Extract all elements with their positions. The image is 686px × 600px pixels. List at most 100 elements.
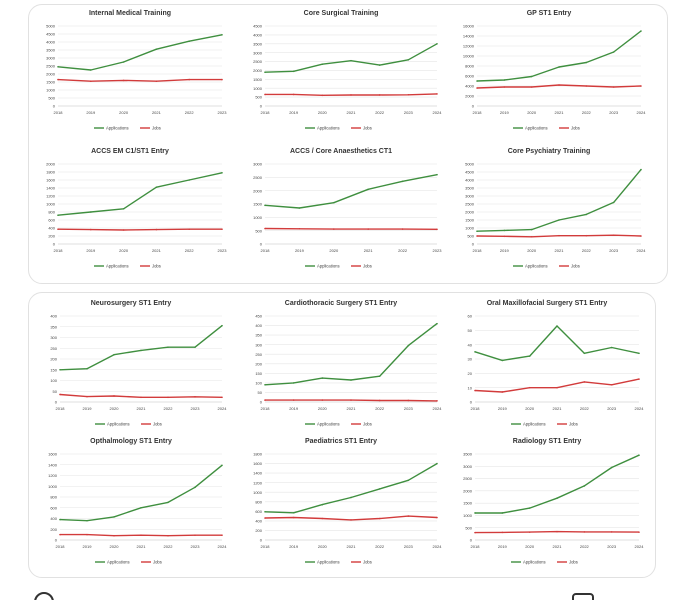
data-point-jobs: [583, 381, 586, 383]
x-tick-label: 2020: [527, 248, 537, 253]
data-point-jobs: [501, 391, 504, 393]
data-point-jobs: [612, 86, 615, 88]
data-point-jobs: [321, 94, 324, 97]
data-point-jobs: [503, 86, 506, 88]
chart-oral-maxillofacial: Oral Maxillofacial Surgery ST1 Entry 0 10 2…: [468, 300, 645, 427]
x-tick-label: 2018: [261, 110, 271, 115]
data-point-jobs: [167, 534, 169, 537]
y-tick-label: 2000: [465, 210, 475, 215]
data-point-jobs: [476, 87, 478, 89]
y-tick-label: 2000: [253, 188, 263, 193]
legend-label-applications: Applications: [107, 422, 130, 427]
data-point-jobs: [556, 530, 558, 533]
data-point-jobs: [188, 228, 190, 230]
x-tick-label: 2018: [56, 544, 66, 549]
y-tick-label: 350: [255, 333, 262, 338]
x-tick-label: 2019: [289, 406, 299, 411]
data-point-applications: [333, 201, 335, 204]
x-tick-label: 2021: [553, 544, 563, 549]
y-tick-label: 50: [53, 389, 58, 394]
y-tick-label: 20: [468, 371, 473, 376]
series-line-jobs: [57, 78, 222, 82]
data-point-jobs: [59, 393, 61, 396]
data-point-jobs: [407, 94, 410, 96]
y-tick-label: 600: [50, 505, 57, 510]
y-tick-label: 1000: [465, 226, 475, 231]
y-tick-label: 1000: [253, 490, 263, 495]
chart-title: Paediatrics ST1 Entry: [305, 438, 377, 445]
data-point-applications: [264, 384, 266, 386]
data-point-applications: [59, 518, 61, 521]
data-point-jobs: [264, 227, 266, 230]
data-point-applications: [194, 486, 196, 489]
x-tick-label: 2020: [318, 110, 328, 115]
y-tick-label: 4000: [465, 178, 475, 183]
y-tick-label: 1500: [46, 80, 56, 85]
data-point-jobs: [640, 85, 642, 87]
y-tick-label: 200: [255, 528, 262, 533]
data-point-applications: [221, 464, 223, 467]
legend-label-jobs: Jobs: [569, 422, 578, 427]
data-point-jobs: [476, 235, 478, 237]
legend-label-jobs: Jobs: [363, 422, 372, 427]
x-tick-label: 2018: [473, 248, 483, 253]
y-tick-label: 12000: [463, 44, 475, 49]
x-tick-label: 2019: [86, 248, 96, 253]
data-point-applications: [292, 382, 295, 384]
data-point-jobs: [474, 531, 476, 534]
data-point-jobs: [113, 395, 115, 397]
legend-label-applications: Applications: [317, 422, 340, 427]
legend-label-jobs: Jobs: [363, 560, 372, 565]
y-tick-label: 1500: [463, 501, 473, 506]
x-tick-label: 2024: [433, 406, 443, 411]
chart-title: Opthalmology ST1 Entry: [90, 438, 172, 445]
data-point-applications: [350, 379, 352, 381]
chart-title: Cardiothoracic Surgery ST1 Entry: [285, 300, 398, 307]
data-point-applications: [612, 201, 615, 204]
data-point-jobs: [221, 228, 223, 230]
data-point-applications: [474, 512, 476, 514]
chart-title: ACCS / Core Anaesthetics CT1: [290, 148, 392, 155]
data-point-applications: [503, 229, 506, 232]
y-tick-label: 0: [55, 538, 58, 543]
chart-title: GP ST1 Entry: [527, 10, 572, 17]
data-point-applications: [610, 466, 613, 469]
data-point-jobs: [530, 236, 533, 238]
y-tick-label: 0: [472, 242, 475, 247]
y-tick-label: 1400: [48, 462, 58, 467]
legend-label-applications: Applications: [317, 126, 340, 131]
x-tick-label: 2019: [498, 406, 508, 411]
legend-label-jobs: Jobs: [153, 422, 162, 427]
x-tick-label: 2020: [110, 544, 120, 549]
series-line-jobs: [474, 378, 640, 393]
series-line-applications: [57, 34, 223, 71]
data-point-applications: [292, 70, 295, 73]
y-tick-label: 4500: [253, 24, 263, 29]
data-point-jobs: [350, 399, 352, 401]
y-tick-label: 3500: [253, 41, 263, 46]
data-point-jobs: [57, 78, 59, 81]
data-point-applications: [476, 230, 478, 232]
x-tick-label: 2018: [261, 248, 271, 253]
series-line-applications: [474, 325, 640, 362]
series-line-applications: [59, 464, 223, 522]
y-tick-label: 3000: [463, 464, 473, 469]
series-line-applications: [57, 172, 223, 216]
data-point-jobs: [194, 534, 196, 536]
x-tick-label: 2022: [375, 110, 385, 115]
data-point-jobs: [90, 80, 92, 82]
y-tick-label: 0: [53, 242, 56, 247]
y-tick-label: 500: [255, 228, 262, 233]
y-tick-label: 0: [472, 104, 475, 109]
data-point-applications: [585, 213, 588, 216]
data-point-applications: [188, 179, 190, 181]
y-tick-label: 3000: [46, 56, 56, 61]
y-tick-label: 300: [255, 342, 262, 347]
x-tick-label: 2020: [329, 248, 339, 253]
legend-label-applications: Applications: [106, 126, 129, 131]
y-tick-label: 0: [260, 242, 263, 247]
data-point-applications: [90, 211, 92, 213]
data-point-jobs: [321, 399, 324, 401]
x-tick-label: 2018: [54, 110, 64, 115]
y-tick-label: 4000: [465, 84, 475, 89]
